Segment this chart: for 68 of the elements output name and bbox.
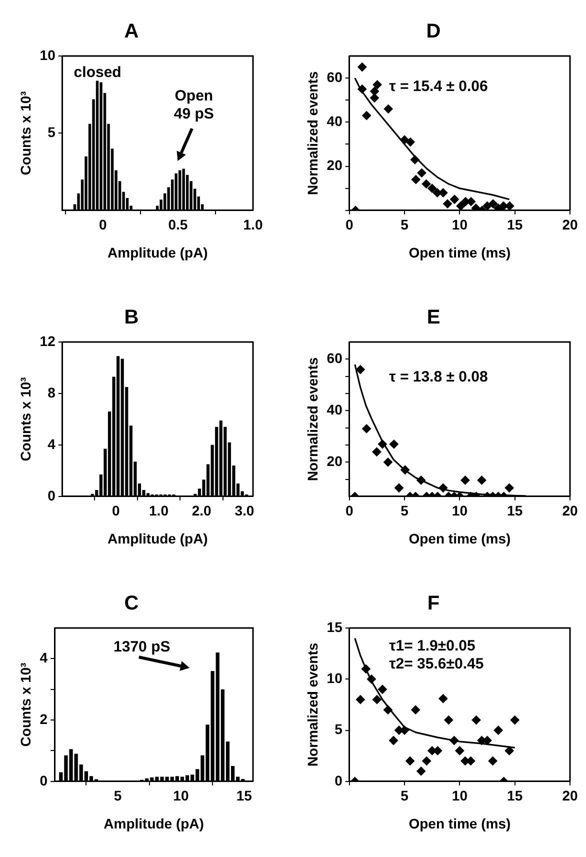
y-tick-label: 60 [326,68,343,85]
x-tick-label: 15 [236,788,252,804]
x-tick-label: 3.0 [234,502,254,519]
x-tick-label: 10 [452,216,468,233]
y-tick-label: 40 [326,113,343,130]
y-tick-label: 10 [326,670,343,686]
y-axis-title: Normalized events [304,642,320,767]
y-tick-label: 12 [40,332,56,349]
y-axis-title: Counts x 10³ [17,90,34,176]
x-axis-title: Open time (ms) [408,815,511,832]
x-tick-label: 0 [345,502,354,519]
y-tick-label: 60 [326,350,343,366]
chart-title: E [426,306,440,329]
x-tick-label: 20 [562,788,578,804]
annotation: τ1= 1.9±0.05 [389,638,476,655]
x-tick-label: 15 [507,216,523,233]
x-tick-label: 5 [400,788,409,804]
chart-title: B [124,306,139,329]
y-axis-title: Counts x 10³ [17,376,34,462]
x-axis-title: Open time (ms) [408,530,511,546]
y-axis-title: Normalized events [304,71,320,196]
x-tick-label: 0.5 [168,216,188,233]
y-tick-label: 40 [326,402,343,418]
annotation: Open 49 pS [174,88,214,123]
y-tick-label: 4 [48,436,56,452]
x-tick-label: 20 [562,502,578,519]
x-tick-label: 5 [400,502,409,519]
chart-title: D [426,20,441,43]
y-tick-label: 0 [334,772,343,788]
annotation: τ = 15.4 ± 0.06 [389,78,488,96]
x-axis-title: Amplitude (pA) [108,244,208,260]
x-tick-label: 1.0 [149,502,169,519]
x-tick-label: 15 [507,788,523,804]
annotation: 1370 pS [114,638,170,656]
x-axis-title: Amplitude (pA) [104,815,204,832]
x-tick-label: 1.0 [243,216,263,233]
x-tick-label: 0 [99,216,107,233]
x-tick-label: 10 [173,788,189,804]
annotation: τ = 13.8 ± 0.08 [389,368,488,386]
y-axis-title: Counts x 10³ [17,662,34,747]
x-axis-title: Open time (ms) [408,244,511,260]
y-tick-label: 20 [326,453,343,470]
chart-title: C [124,592,139,615]
x-tick-label: 10 [452,788,468,804]
y-tick-label: 8 [48,384,56,400]
y-tick-label: 5 [48,124,56,140]
x-tick-label: 20 [562,216,578,233]
y-tick-label: 5 [334,721,343,738]
x-axis-title: Amplitude (pA) [108,530,208,546]
x-tick-label: 2.0 [192,502,212,519]
y-tick-label: 2 [40,710,48,727]
annotation: closed [74,64,122,82]
x-tick-label: 5 [114,788,122,804]
x-tick-label: 5 [400,216,409,233]
chart-title: A [124,20,139,43]
annotation: τ2= 35.6±0.45 [389,656,484,673]
y-tick-label: 15 [326,618,343,635]
x-tick-label: 15 [507,502,523,519]
x-tick-label: 0 [345,216,354,233]
y-tick-label: 0 [40,772,48,788]
chart-title: F [427,592,440,615]
y-axis-title: Normalized events [304,357,320,482]
x-tick-label: 10 [452,502,468,519]
y-tick-label: 10 [40,46,56,63]
x-tick-label: 0 [112,502,120,519]
y-tick-label: 20 [326,157,343,174]
y-tick-label: 4 [40,650,48,666]
y-tick-label: 0 [48,487,56,504]
